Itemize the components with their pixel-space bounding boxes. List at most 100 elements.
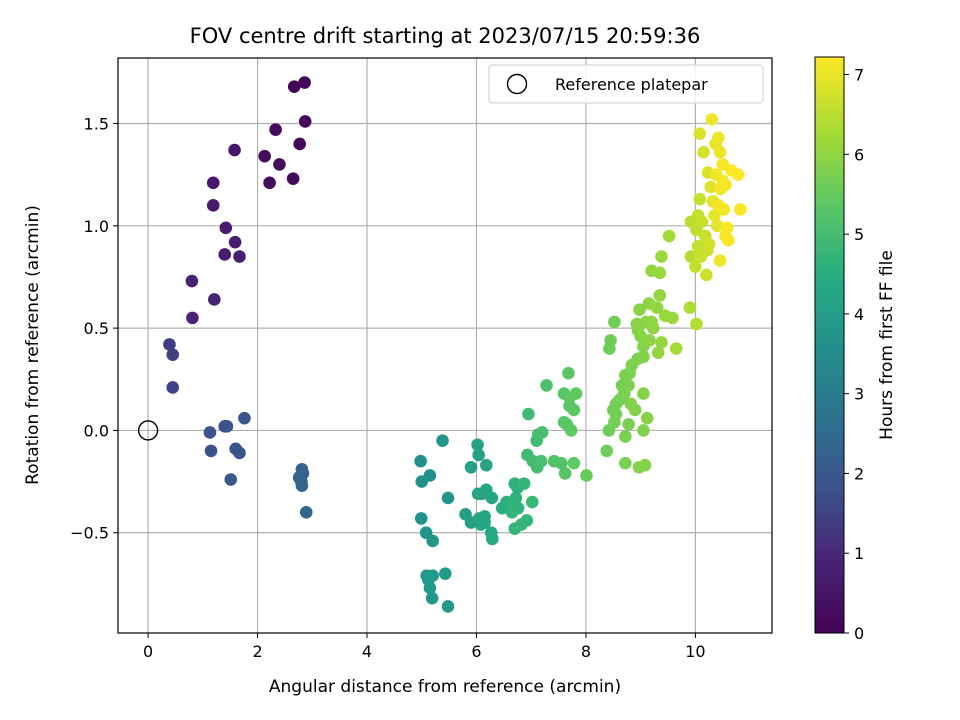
data-point — [486, 532, 499, 546]
x-tick-label: 10 — [685, 642, 705, 661]
data-point — [646, 321, 660, 335]
data-point — [622, 379, 635, 392]
x-tick-label: 4 — [362, 642, 372, 661]
data-point — [563, 391, 576, 404]
data-point — [480, 458, 493, 472]
data-point — [185, 274, 199, 288]
data-point — [517, 477, 531, 490]
data-point — [733, 203, 747, 216]
data-point — [633, 303, 646, 316]
legend-box — [488, 64, 764, 104]
data-point — [441, 491, 455, 505]
data-point — [717, 203, 731, 216]
data-point — [441, 600, 455, 613]
y-axis-label: Rotation from reference (arcmin) — [23, 205, 43, 485]
data-point — [273, 158, 286, 171]
data-points — [163, 76, 747, 613]
data-point — [609, 407, 623, 421]
data-point — [522, 407, 535, 421]
data-point — [208, 293, 221, 306]
data-point — [666, 311, 679, 325]
data-point — [436, 434, 449, 447]
colorbar: 0 1 2 3 4 5 6 7 Hours from first FF file — [814, 56, 897, 643]
colorbar-ticks: 0 1 2 3 4 5 6 7 — [844, 66, 864, 643]
data-point — [423, 581, 437, 595]
data-point — [697, 145, 710, 159]
colorbar-gradient — [814, 56, 845, 634]
data-point — [580, 469, 593, 482]
data-point — [228, 235, 242, 249]
data-point — [520, 514, 534, 527]
colorbar-tick-label: 4 — [854, 305, 864, 324]
reference-platepar-point — [137, 420, 159, 441]
data-point — [619, 368, 632, 382]
colorbar-tick-label: 3 — [854, 385, 864, 404]
data-point — [534, 454, 548, 468]
colorbar-tick-label: 1 — [854, 544, 864, 563]
data-point — [218, 248, 232, 261]
data-point — [713, 254, 727, 267]
data-point — [426, 534, 439, 548]
data-point — [669, 342, 683, 355]
data-point — [628, 403, 642, 417]
data-point — [619, 456, 632, 470]
data-point — [716, 158, 730, 171]
y-tick-label: 1.5 — [84, 114, 109, 133]
data-point — [604, 334, 617, 347]
data-point — [206, 176, 220, 190]
data-point — [414, 512, 428, 525]
data-point — [719, 178, 732, 192]
data-point — [662, 229, 676, 243]
data-point — [712, 131, 725, 145]
data-point — [299, 505, 313, 519]
data-point — [695, 215, 709, 229]
data-point — [206, 199, 220, 212]
data-point — [554, 456, 568, 470]
data-point — [228, 143, 241, 157]
legend-open-circle-icon — [506, 73, 528, 95]
x-tick-label: 6 — [471, 642, 481, 661]
data-point — [653, 266, 667, 280]
data-point — [721, 233, 735, 247]
data-point — [693, 127, 707, 141]
data-point — [218, 420, 232, 433]
data-point — [269, 123, 282, 136]
data-point — [474, 518, 488, 531]
data-point — [163, 338, 176, 351]
data-point — [562, 366, 575, 380]
data-point — [558, 467, 572, 480]
data-point — [638, 458, 652, 472]
data-point — [702, 237, 716, 251]
colorbar-tick-label: 7 — [854, 66, 864, 85]
data-point — [233, 446, 246, 460]
data-point — [540, 379, 553, 392]
data-point — [684, 250, 698, 263]
x-axis-ticks: 0 2 4 6 8 10 — [143, 633, 706, 661]
data-point — [219, 221, 233, 235]
data-point — [600, 444, 614, 458]
data-point — [637, 424, 650, 437]
data-point — [293, 137, 306, 151]
data-point — [640, 411, 654, 425]
colorbar-tick-label: 5 — [854, 225, 864, 244]
data-point — [203, 426, 217, 439]
data-point — [564, 424, 578, 437]
plot-area-frame — [117, 57, 773, 634]
x-tick-label: 8 — [581, 642, 591, 661]
data-point — [204, 444, 218, 458]
data-point — [414, 454, 427, 468]
data-point — [713, 145, 727, 159]
data-point — [505, 505, 519, 519]
y-tick-label: 1.0 — [84, 217, 109, 236]
data-point — [186, 311, 199, 325]
data-point — [567, 403, 581, 417]
data-point — [471, 438, 484, 452]
data-point — [619, 430, 632, 443]
data-point — [637, 387, 650, 400]
data-point — [423, 469, 437, 482]
data-point — [485, 491, 499, 505]
data-point — [704, 180, 718, 194]
colorbar-tick-label: 6 — [854, 145, 864, 164]
reference-platepar-marker — [137, 420, 159, 441]
